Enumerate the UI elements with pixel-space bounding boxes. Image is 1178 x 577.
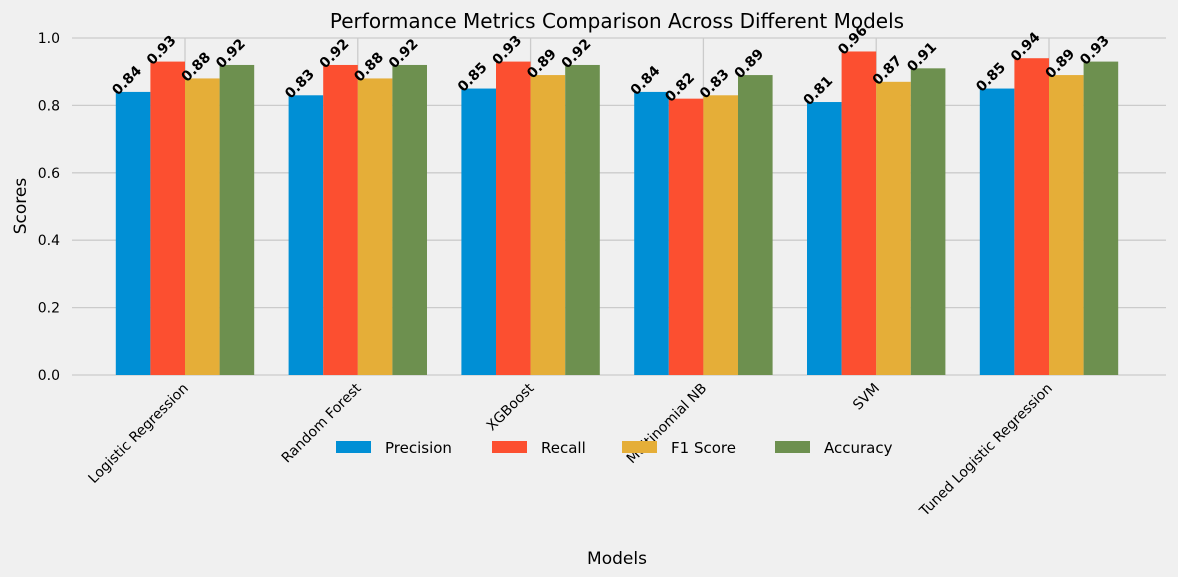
bar-accuracy (1083, 61, 1119, 376)
legend-swatch (775, 441, 810, 453)
bar-f1-score (530, 75, 566, 375)
bar-accuracy (565, 64, 600, 376)
bar-f1-score (185, 78, 220, 375)
bar-recall (323, 64, 358, 376)
bar-f1-score (703, 95, 738, 375)
chart-title: Performance Metrics Comparison Across Di… (330, 9, 904, 33)
bar-accuracy (219, 64, 255, 376)
legend: Precision Recall F1 Score Accuracy (336, 439, 893, 457)
y-tick-label: 0.4 (38, 233, 60, 249)
bar-recall (496, 61, 531, 376)
bar-precision (979, 88, 1015, 376)
y-tick-label: 1.0 (38, 31, 60, 47)
legend-label: Accuracy (824, 439, 893, 457)
bars-group (115, 51, 1119, 376)
x-tick-label: Logistic Regression (86, 381, 192, 487)
bar-precision (115, 91, 151, 376)
bar-precision (288, 95, 324, 375)
y-axis-label: Scores (11, 178, 31, 235)
x-tick-label: XGBoost (484, 380, 538, 434)
bar-recall (668, 98, 704, 375)
y-tick-label: 0.2 (38, 301, 60, 317)
data-labels-group: 0.84 0.83 0.85 0.84 0.81 0.850.93 0.92 0.930.82… (109, 23, 1113, 109)
y-tick-label: 0.8 (38, 98, 60, 114)
x-tick-label: Random Forest (279, 380, 365, 466)
legend-label: Precision (385, 439, 452, 457)
bar-accuracy (910, 68, 946, 375)
bar-f1-score (1049, 75, 1084, 375)
x-tick-label: Tuned Logistic Regression (916, 381, 1056, 521)
legend-swatch (492, 441, 527, 453)
bar-accuracy (738, 75, 773, 375)
bar-precision (461, 88, 496, 376)
bar-recall (841, 51, 877, 375)
x-tick-label: SVM (850, 381, 883, 414)
bar-recall (1014, 58, 1049, 375)
y-tick-label: 0.6 (38, 166, 60, 182)
bar-precision (807, 102, 842, 375)
legend-label: F1 Score (671, 439, 736, 457)
legend-swatch (622, 441, 657, 453)
bar-f1-score (357, 78, 393, 375)
bar-accuracy (392, 64, 427, 376)
y-tick-labels: 0.0 0.2 0.4 0.6 0.8 1.0 (38, 31, 60, 384)
bar-f1-score (876, 81, 911, 375)
bar-precision (634, 91, 669, 376)
legend-swatch (336, 441, 371, 453)
bar-recall (150, 61, 185, 376)
x-axis-label: Models (587, 549, 647, 569)
legend-label: Recall (541, 439, 586, 457)
y-tick-label: 0.0 (38, 368, 60, 384)
